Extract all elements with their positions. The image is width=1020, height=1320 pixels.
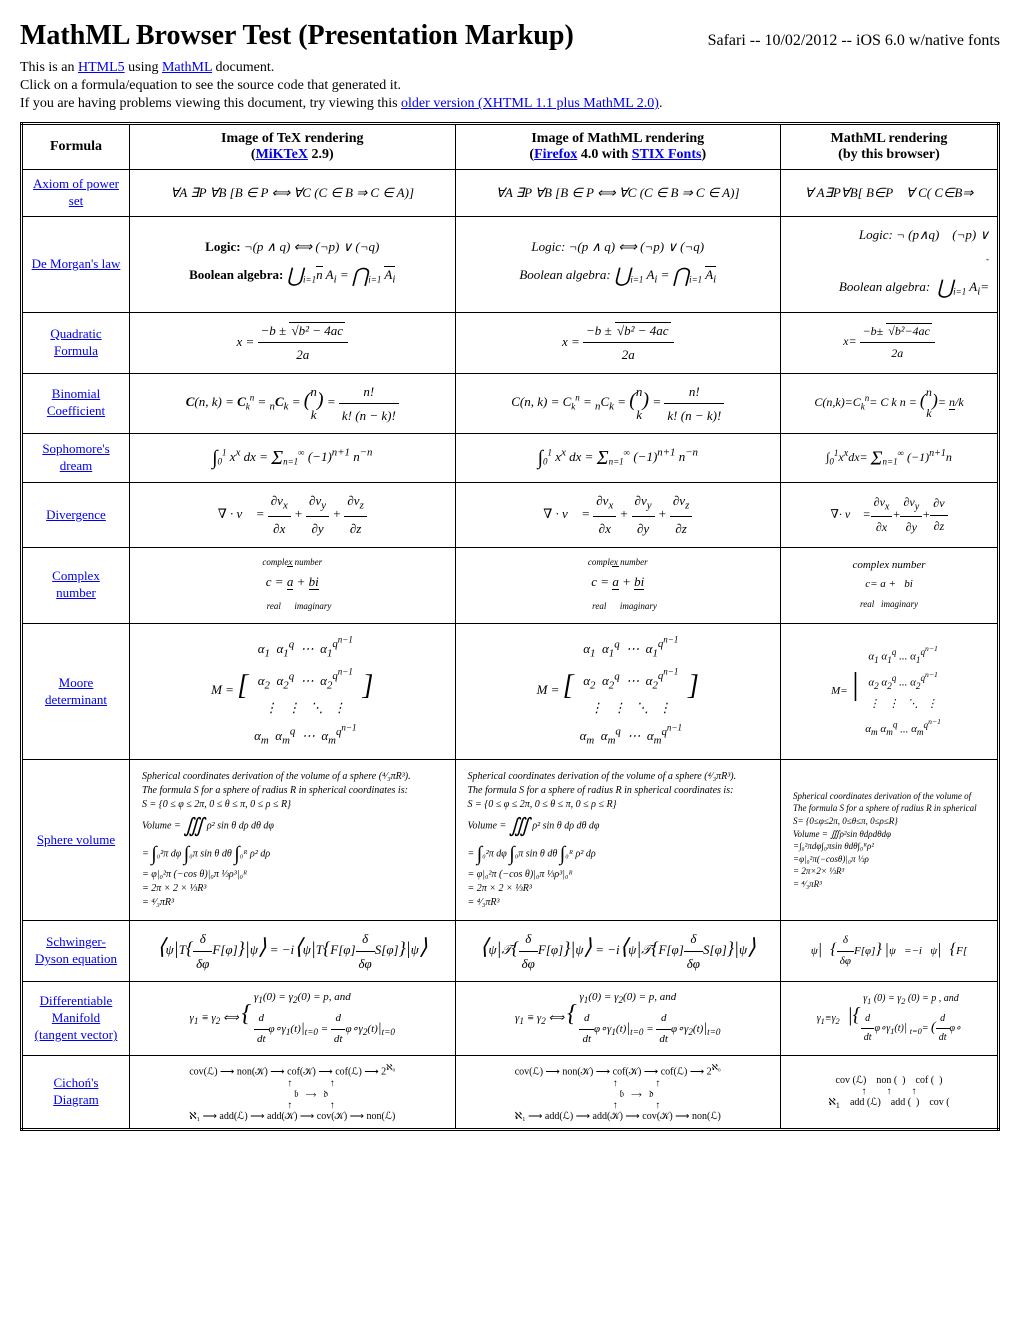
- mathml-cell[interactable]: ⟨ψ|𝒯{δδφF[φ]}|ψ⟩ = −i⟨ψ|𝒯{F[φ]δδφS[φ]}|ψ…: [455, 921, 781, 982]
- browser-cell[interactable]: x= −b± √b²−4ac2a: [781, 312, 999, 373]
- header-row: Formula Image of TeX rendering (MiKTeX 2…: [22, 124, 999, 170]
- table-row: Cichoń's Diagram cov(ℒ) ⟶ non(𝒦) ⟶ cof(𝒦)…: [22, 1056, 999, 1129]
- tex-cell[interactable]: M = [α1 α1q ⋯ α1qn−1α2 α2q ⋯ α2qn−1⋮ ⋮ ⋱…: [130, 623, 456, 759]
- header-tex: Image of TeX rendering (MiKTeX 2.9): [130, 124, 456, 170]
- mathml-cell[interactable]: x = −b ± √b² − 4ac2a: [455, 312, 781, 373]
- header-text: MathML rendering: [831, 131, 948, 146]
- formula-name-cell: Complex number: [22, 547, 130, 623]
- table-row: Binomial Coefficient C(n, k) = Ckn = nCk …: [22, 373, 999, 434]
- miktex-link[interactable]: MiKTeX: [256, 147, 308, 162]
- mathml-cell[interactable]: Logic: ¬(p ∧ q) ⟺ (¬p) ∨ (¬q)Boolean alg…: [455, 217, 781, 313]
- browser-cell[interactable]: ∫01xxdx= Σn=1∞ (−1)n+1n: [781, 434, 999, 483]
- header-text: Image of TeX rendering: [221, 131, 363, 146]
- mathml-cell[interactable]: Spherical coordinates derivation of the …: [455, 760, 781, 921]
- formula-name-cell: Sophomore's dream: [22, 434, 130, 483]
- formula-link[interactable]: Differentiable Manifold (tangent vector): [35, 993, 118, 1042]
- mathml-cell[interactable]: C(n, k) = Ckn = nCk = (nk) = n!k! (n − k…: [455, 373, 781, 434]
- table-row: Quadratic Formula x = −b ± √b² − 4ac2ax =…: [22, 312, 999, 373]
- formula-name-cell: Differentiable Manifold (tangent vector): [22, 982, 130, 1056]
- browser-cell[interactable]: cov (ℒ) non ( ) cof ( )↑ ↑ ↑ℵ1 add (ℒ) a…: [781, 1056, 999, 1129]
- mathml-cell[interactable]: cov(ℒ) ⟶ non(𝒦) ⟶ cof(𝒦) ⟶ cof(ℒ) ⟶ 2ℵ₀ …: [455, 1056, 781, 1129]
- formula-name-cell: Binomial Coefficient: [22, 373, 130, 434]
- tex-cell[interactable]: Spherical coordinates derivation of the …: [130, 760, 456, 921]
- formula-link[interactable]: Axiom of power set: [33, 176, 119, 208]
- formula-link[interactable]: Sphere volume: [37, 832, 115, 847]
- intro-text: This is an: [20, 60, 78, 75]
- table-row: Moore determinant M = [α1 α1q ⋯ α1qn−1α2 …: [22, 623, 999, 759]
- tex-cell[interactable]: ∀A ∃P ∀B [B ∈ P ⟺ ∀C (C ∈ B ⇒ C ∈ A)]: [130, 170, 456, 217]
- browser-cell[interactable]: ψ| {δδφF[φ]} |ψ =−i ψ| {F[: [781, 921, 999, 982]
- tex-cell[interactable]: x = −b ± √b² − 4ac2a: [130, 312, 456, 373]
- table-row: Differentiable Manifold (tangent vector)…: [22, 982, 999, 1056]
- formula-name-cell: Axiom of power set: [22, 170, 130, 217]
- table-row: Sophomore's dream ∫01 xx dx = Σn=1∞ (−1)n…: [22, 434, 999, 483]
- intro-line-2: Click on a formula/equation to see the s…: [20, 78, 1000, 94]
- html5-link[interactable]: HTML5: [78, 60, 125, 75]
- tex-cell[interactable]: γ1 ≡ γ2 ⟺ { γ1(0) = γ2(0) = p, andddtφ∘γ…: [130, 982, 456, 1056]
- mathml-cell[interactable]: M = [α1 α1q ⋯ α1qn−1α2 α2q ⋯ α2qn−1⋮ ⋮ ⋱…: [455, 623, 781, 759]
- formula-name-cell: Divergence: [22, 483, 130, 547]
- formula-name-cell: Quadratic Formula: [22, 312, 130, 373]
- formula-link[interactable]: Moore determinant: [45, 675, 107, 707]
- formula-table: Formula Image of TeX rendering (MiKTeX 2…: [20, 122, 1000, 1131]
- tex-cell[interactable]: Logic: ¬(p ∧ q) ⟺ (¬p) ∨ (¬q)Boolean alg…: [130, 217, 456, 313]
- header-text: 2.9): [308, 147, 334, 162]
- browser-cell[interactable]: complex numberc= a + bireal imaginary: [781, 547, 999, 623]
- table-row: Axiom of power set ∀A ∃P ∀B [B ∈ P ⟺ ∀C (…: [22, 170, 999, 217]
- tex-cell[interactable]: cov(ℒ) ⟶ non(𝒦) ⟶ cof(𝒦) ⟶ cof(ℒ) ⟶ 2ℵ₀ …: [130, 1056, 456, 1129]
- mathml-cell[interactable]: γ1 ≡ γ2 ⟺ { γ1(0) = γ2(0) = p, andddtφ∘γ…: [455, 982, 781, 1056]
- table-row: Complex number complex numberc = a + bi r…: [22, 547, 999, 623]
- mathml-cell[interactable]: ∀A ∃P ∀B [B ∈ P ⟺ ∀C (C ∈ B ⇒ C ∈ A)]: [455, 170, 781, 217]
- browser-cell[interactable]: Logic: ¬ (p∧q) (¬p) ∨-Boolean algebra: ⋃…: [781, 217, 999, 313]
- intro-text: .: [659, 96, 663, 111]
- formula-link[interactable]: Cichoń's Diagram: [53, 1075, 98, 1107]
- formula-name-cell: Cichoń's Diagram: [22, 1056, 130, 1129]
- header-text: Image of MathML rendering: [531, 131, 704, 146]
- formula-name-cell: Sphere volume: [22, 760, 130, 921]
- browser-cell[interactable]: M= |α1 α1q ... α1qn−1α2 α2q ... α2qn−1⋮ …: [781, 623, 999, 759]
- tex-cell[interactable]: ∇ · v⃗ = ∂vx∂x + ∂vy∂y + ∂vz∂z: [130, 483, 456, 547]
- table-row: Divergence ∇ · v⃗ = ∂vx∂x + ∂vy∂y + ∂vz∂z…: [22, 483, 999, 547]
- intro-text: using: [125, 60, 162, 75]
- header-browser: MathML rendering (by this browser): [781, 124, 999, 170]
- mathml-link[interactable]: MathML: [162, 60, 212, 75]
- formula-link[interactable]: Binomial Coefficient: [47, 386, 105, 418]
- browser-cell[interactable]: γ1≡γ2 |{γ1 (0) = γ2 (0) = p , andddtφ∘γ1…: [781, 982, 999, 1056]
- table-row: De Morgan's law Logic: ¬(p ∧ q) ⟺ (¬p) ∨ …: [22, 217, 999, 313]
- header-text: ): [701, 147, 706, 162]
- browser-cell[interactable]: Spherical coordinates derivation of the …: [781, 760, 999, 921]
- intro-line-3: If you are having problems viewing this …: [20, 96, 1000, 112]
- header-text: (by this browser): [838, 147, 940, 162]
- formula-name-cell: Moore determinant: [22, 623, 130, 759]
- header-mathml: Image of MathML rendering (Firefox 4.0 w…: [455, 124, 781, 170]
- mathml-cell[interactable]: complex numberc = a + bi real imaginary: [455, 547, 781, 623]
- tex-cell[interactable]: ∫01 xx dx = Σn=1∞ (−1)n+1 n−n: [130, 434, 456, 483]
- header-text: 4.0 with: [577, 147, 631, 162]
- intro-text: If you are having problems viewing this …: [20, 96, 401, 111]
- browser-cell[interactable]: ∀ A∃P∀B[ B∈P ∀ C( C∈B⇒: [781, 170, 999, 217]
- intro-text: document.: [212, 60, 274, 75]
- table-row: Schwinger-Dyson equation ⟨ψ|T{δδφF[φ]}|ψ⟩…: [22, 921, 999, 982]
- mathml-cell[interactable]: ∇ · v⃗ = ∂vx∂x + ∂vy∂y + ∂vz∂z: [455, 483, 781, 547]
- header-formula: Formula: [22, 124, 130, 170]
- formula-link[interactable]: Schwinger-Dyson equation: [35, 934, 117, 966]
- formula-link[interactable]: Divergence: [46, 507, 106, 522]
- formula-link[interactable]: Quadratic Formula: [50, 326, 101, 358]
- intro-line-1: This is an HTML5 using MathML document.: [20, 60, 1000, 76]
- older-version-link[interactable]: older version (XHTML 1.1 plus MathML 2.0…: [401, 96, 659, 111]
- table-row: Sphere volume Spherical coordinates deriv…: [22, 760, 999, 921]
- browser-cell[interactable]: ∇· v⃗ =∂vx∂x+∂vy∂y+∂v∂z: [781, 483, 999, 547]
- tex-cell[interactable]: C(n, k) = Ckn = nCk = (nk) = n!k! (n − k…: [130, 373, 456, 434]
- formula-link[interactable]: De Morgan's law: [32, 256, 121, 271]
- tex-cell[interactable]: ⟨ψ|T{δδφF[φ]}|ψ⟩ = −i⟨ψ|T{F[φ]δδφS[φ]}|ψ…: [130, 921, 456, 982]
- formula-name-cell: De Morgan's law: [22, 217, 130, 313]
- formula-name-cell: Schwinger-Dyson equation: [22, 921, 130, 982]
- formula-link[interactable]: Complex number: [52, 568, 100, 600]
- formula-link[interactable]: Sophomore's dream: [42, 441, 109, 473]
- mathml-cell[interactable]: ∫01 xx dx = Σn=1∞ (−1)n+1 n−n: [455, 434, 781, 483]
- stix-link[interactable]: STIX Fonts: [632, 147, 702, 162]
- firefox-link[interactable]: Firefox: [534, 147, 577, 162]
- browser-cell[interactable]: C(n,k)=Ckn= C k n = (nk)= n/k: [781, 373, 999, 434]
- tex-cell[interactable]: complex numberc = a + bi real imaginary: [130, 547, 456, 623]
